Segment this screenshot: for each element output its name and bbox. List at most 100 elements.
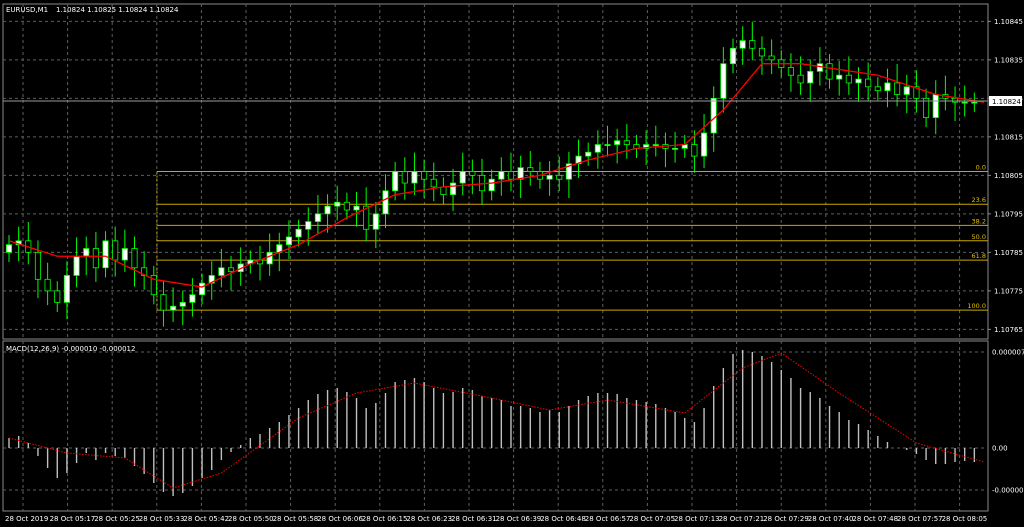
candle-body (826, 63, 833, 80)
candle-body (401, 171, 408, 184)
candle-body (218, 267, 225, 276)
candle-body (363, 205, 370, 230)
candle-body (565, 163, 572, 180)
fib-level-label: 61.8 (972, 252, 986, 260)
macd-histogram (8, 350, 976, 496)
candle-body (623, 140, 630, 145)
ohlc-values: 1.10824 1.10825 1.10824 1.10824 (56, 6, 179, 14)
time-tick-label: 28 Oct 2019 (5, 515, 48, 523)
candle-body (266, 251, 273, 265)
candle-body (83, 248, 90, 257)
time-tick-label: 28 Oct 05:25 (94, 515, 140, 523)
time-tick-label: 28 Oct 07:29 (763, 515, 809, 523)
candle-body (73, 255, 80, 276)
candle-body (430, 178, 437, 188)
time-tick-label: 28 Oct 07:48 (852, 515, 898, 523)
candle-body (903, 86, 910, 95)
current-price-label: 1.10824 (992, 98, 1021, 106)
candle-body (700, 132, 708, 157)
candle-body (150, 275, 157, 296)
candle-body (672, 147, 679, 150)
candle-body (440, 186, 447, 196)
candle-body (517, 167, 524, 180)
price-tick-label: 1.10765 (994, 326, 1023, 334)
candle-body (691, 144, 698, 157)
candle-body (392, 171, 399, 192)
candle-body (179, 302, 186, 307)
candle-body (5, 244, 13, 253)
candle-body (305, 221, 312, 230)
candle-body (807, 70, 814, 84)
candle-body (556, 174, 563, 180)
candle-body (894, 82, 901, 95)
price-tick-label: 1.10805 (994, 172, 1023, 180)
candle-body (382, 190, 389, 215)
fib-level-label: 100.0 (967, 302, 986, 310)
candle-body (92, 248, 99, 269)
symbol-title: EURUSD,M1 (6, 6, 48, 14)
time-tick-label: 28 Oct 07:13 (674, 515, 720, 523)
candle-body (729, 47, 737, 65)
candle-body (932, 94, 939, 118)
macd-title: MACD(12,26,9) -0.000010 -0.000012 (6, 345, 135, 353)
candle-body (768, 55, 775, 61)
current-price-tag (989, 96, 1022, 106)
price-tick-label: 1.10795 (994, 210, 1023, 218)
candle-body (54, 290, 61, 303)
time-tick-label: 28 Oct 08:05 (942, 515, 988, 523)
macd-panel-frame (2, 340, 989, 512)
candle-body (160, 294, 167, 311)
candle-body (961, 101, 968, 104)
candle-body (507, 171, 515, 180)
candle-body (836, 74, 843, 80)
candle-body (314, 213, 321, 222)
candle-body (951, 97, 959, 103)
candle-body (208, 275, 215, 284)
candle-body (469, 171, 476, 176)
fib-level-label: 0.0 (976, 164, 986, 172)
time-tick-label: 28 Oct 07:57 (897, 515, 943, 523)
candle-body (923, 97, 930, 118)
time-tick-label: 28 Oct 06:57 (585, 515, 631, 523)
candle-body (102, 240, 109, 269)
candle-body (459, 171, 466, 184)
candle-body (604, 144, 611, 146)
candle-body (855, 78, 862, 84)
candle-body (971, 101, 978, 104)
candle-body (199, 282, 206, 296)
candle-body (594, 144, 601, 153)
time-tick-label: 28 Oct 06:39 (496, 515, 542, 523)
candle-body (652, 144, 659, 146)
candle-body (797, 74, 804, 84)
time-tick-label: 28 Oct 06:23 (406, 515, 452, 523)
candle-body (710, 97, 717, 134)
candle-body (913, 86, 920, 99)
candle-body (227, 267, 235, 273)
fibonacci-retracement[interactable]: 0.0 23.6 38.2 50.0 61.8 100.0 (156, 164, 988, 311)
candle-body (643, 144, 650, 149)
time-tick-label: 28 Oct 07:21 (719, 515, 765, 523)
price-tick-label: 1.10815 (994, 133, 1023, 141)
candle-body (295, 228, 302, 238)
macd-tick-label: 0.0000073 (992, 349, 1024, 357)
candle-body (343, 201, 350, 211)
time-tick-label: 28 Oct 05:33 (139, 515, 185, 523)
time-tick-label: 28 Oct 06:06 (317, 515, 363, 523)
candle-body (749, 40, 756, 49)
candle-body (170, 305, 177, 311)
time-tick-label: 28 Oct 05:58 (273, 515, 319, 523)
candle-body (450, 182, 457, 196)
time-tick-label: 28 Oct 05:42 (183, 515, 229, 523)
candle-body (874, 86, 881, 92)
candle-body (614, 140, 621, 145)
candle-body (189, 294, 196, 303)
candle-body (787, 67, 794, 76)
candle-body (845, 74, 852, 84)
candle-body (758, 47, 766, 57)
candle-body (739, 40, 746, 49)
price-tick-label: 1.10835 (994, 56, 1023, 64)
candle-body (353, 205, 360, 211)
candle-body (498, 171, 505, 180)
macd-signal-polyline (8, 352, 985, 489)
